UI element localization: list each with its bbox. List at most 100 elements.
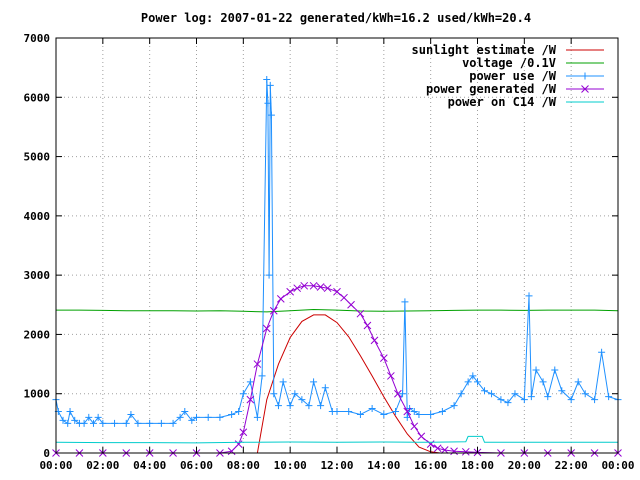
- data-point: [157, 419, 165, 427]
- x-tick-label: 00:00: [601, 459, 634, 472]
- series-line-2: [55, 79, 619, 425]
- series-area: [52, 76, 622, 457]
- legend-marker: [581, 85, 589, 93]
- data-point: [469, 372, 477, 380]
- data-point: [263, 76, 271, 83]
- data-point: [392, 408, 400, 415]
- data-point: [520, 396, 528, 404]
- data-point: [551, 366, 559, 374]
- series-3: [52, 281, 622, 457]
- data-point: [410, 408, 418, 415]
- data-point: [66, 408, 74, 415]
- data-point: [403, 407, 412, 416]
- data-point: [464, 378, 472, 386]
- data-point: [438, 408, 446, 415]
- y-tick-label: 0: [43, 447, 50, 460]
- data-point: [539, 378, 547, 386]
- data-point: [427, 410, 435, 418]
- data-point: [122, 419, 130, 427]
- data-point: [574, 378, 582, 386]
- chart-title: Power log: 2007-01-22 generated/kWh=16.2…: [141, 11, 531, 25]
- data-point: [305, 402, 313, 410]
- data-point: [450, 447, 458, 456]
- data-point: [379, 354, 388, 362]
- data-point: [525, 292, 533, 300]
- x-tick-label: 16:00: [414, 459, 447, 472]
- data-point: [227, 447, 236, 456]
- data-point: [64, 419, 72, 427]
- legend-marker: [581, 72, 589, 80]
- data-point: [581, 390, 589, 398]
- series-line-0: [256, 314, 441, 454]
- series-0: [256, 314, 441, 454]
- data-point: [417, 432, 426, 441]
- data-point: [99, 419, 107, 427]
- x-tick-label: 00:00: [39, 459, 72, 472]
- data-point: [340, 293, 348, 302]
- data-point: [309, 281, 318, 290]
- data-point: [527, 393, 535, 401]
- data-point: [279, 378, 287, 386]
- y-tick-label: 2000: [24, 328, 51, 341]
- data-point: [89, 419, 97, 427]
- series-line-1: [56, 308, 619, 313]
- data-point: [333, 408, 341, 415]
- data-point: [262, 324, 271, 333]
- data-point: [440, 446, 449, 454]
- data-point: [204, 413, 212, 421]
- data-point: [567, 396, 575, 404]
- data-point: [380, 410, 388, 418]
- data-point: [497, 396, 505, 404]
- data-point: [274, 402, 282, 410]
- data-point: [481, 387, 489, 395]
- series-4: [55, 435, 618, 444]
- legend-label: power use /W: [469, 69, 556, 83]
- data-point: [433, 444, 442, 453]
- data-point: [370, 336, 379, 345]
- data-point: [300, 281, 309, 290]
- x-tick-label: 22:00: [555, 459, 588, 472]
- data-point: [264, 99, 272, 107]
- data-point: [401, 298, 409, 306]
- data-point: [134, 419, 142, 427]
- data-point: [399, 390, 407, 398]
- data-point: [235, 408, 243, 415]
- data-point: [188, 416, 196, 424]
- data-point: [94, 413, 102, 421]
- data-point: [276, 295, 285, 303]
- data-point: [316, 283, 325, 291]
- legend-label: sunlight estimate /W: [412, 43, 557, 57]
- data-point: [286, 402, 294, 410]
- data-point: [269, 306, 278, 315]
- series-line-4: [55, 435, 618, 444]
- data-point: [410, 422, 419, 431]
- data-point: [387, 372, 395, 380]
- x-tick-label: 20:00: [508, 459, 541, 472]
- data-point: [461, 447, 470, 456]
- data-point: [356, 410, 364, 418]
- data-point: [298, 396, 306, 404]
- data-point: [176, 413, 184, 421]
- data-point: [558, 387, 566, 395]
- series-2: [52, 76, 622, 427]
- data-point: [234, 440, 243, 448]
- data-point: [488, 390, 496, 398]
- data-point: [246, 395, 255, 404]
- data-point: [265, 271, 273, 279]
- data-point: [450, 402, 458, 410]
- data-point: [216, 413, 224, 421]
- data-point: [363, 321, 372, 330]
- x-tick-label: 04:00: [133, 459, 166, 472]
- data-point: [310, 378, 318, 386]
- data-point: [267, 111, 275, 119]
- data-point: [266, 81, 274, 89]
- data-point: [333, 287, 341, 296]
- data-point: [239, 428, 248, 437]
- data-point: [181, 408, 189, 415]
- data-point: [504, 399, 512, 407]
- legend-label: power on C14 /W: [448, 95, 557, 109]
- x-tick-label: 18:00: [461, 459, 494, 472]
- data-point: [127, 410, 135, 418]
